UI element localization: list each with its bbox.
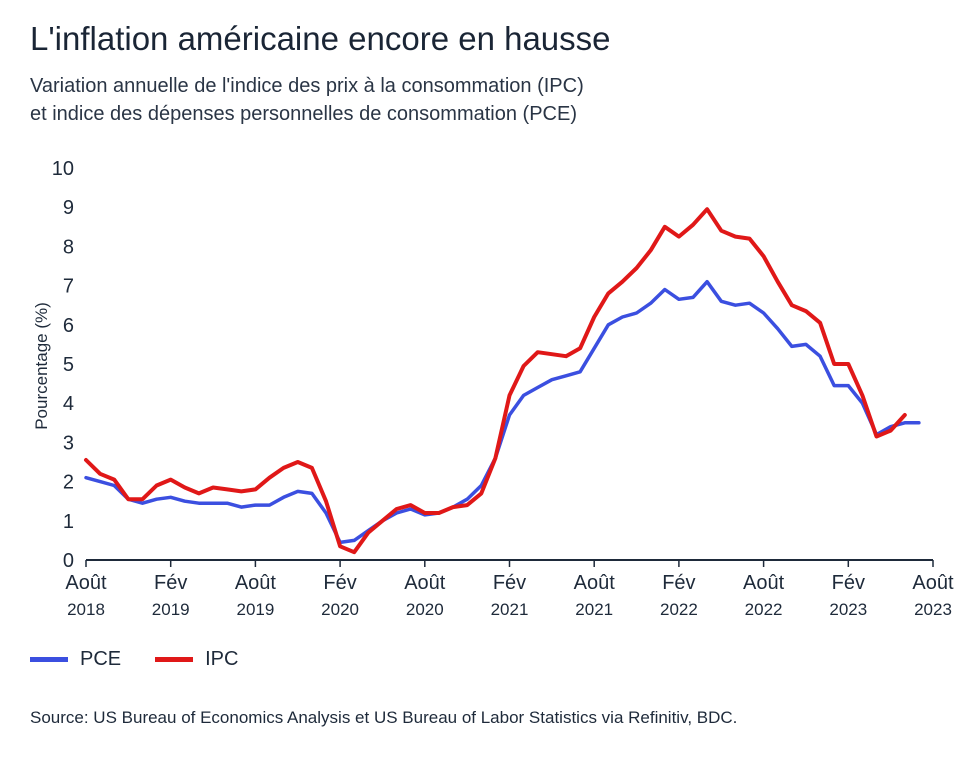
legend-label-ipc: IPC <box>205 648 239 670</box>
x-tick-label-month: Fév <box>832 572 865 594</box>
x-tick-label-year: 2022 <box>660 600 698 619</box>
x-tick-label-year: 2021 <box>491 600 529 619</box>
x-tick-label-year: 2022 <box>745 600 783 619</box>
y-tick-label: 3 <box>63 432 74 454</box>
x-tick-label-year: 2018 <box>67 600 105 619</box>
x-tick-label-month: Août <box>404 572 446 594</box>
x-tick-label-year: 2020 <box>321 600 359 619</box>
x-tick-label-month: Fév <box>154 572 187 594</box>
x-tick-label-month: Fév <box>493 572 526 594</box>
y-tick-label: 6 <box>63 315 74 337</box>
y-tick-label: 4 <box>63 393 74 415</box>
series-line-ipc <box>84 207 907 555</box>
y-tick-label: 5 <box>63 354 74 376</box>
source-note: Source: US Bureau of Economics Analysis … <box>30 708 738 727</box>
legend-label-pce: PCE <box>80 648 122 670</box>
y-tick-label: 2 <box>63 472 74 494</box>
y-tick-label: 0 <box>63 550 74 572</box>
subtitle-line-1: Variation annuelle de l'indice des prix … <box>30 75 584 97</box>
x-tick-label-year: 2019 <box>152 600 190 619</box>
x-tick-label-year: 2019 <box>236 600 274 619</box>
legend-item-ipc: IPC <box>155 648 238 671</box>
legend-swatch-ipc <box>155 657 194 662</box>
chart-title: L'inflation américaine encore en hausse <box>30 20 611 57</box>
x-tick-label-month: Août <box>235 572 277 594</box>
x-tick-label-year: 2023 <box>914 600 952 619</box>
x-tick-label-month: Août <box>912 572 954 594</box>
y-tick-label: 8 <box>63 236 74 258</box>
line-chart: 0 1 2 3 4 5 6 7 8 9 10 Août 2018 Fév 2019 Août 2019 Fév 2… <box>32 158 954 619</box>
x-tick-label-month: Août <box>65 572 107 594</box>
x-tick-label-month: Août <box>743 572 785 594</box>
x-tick-label-year: 2021 <box>575 600 613 619</box>
y-tick-label: 7 <box>63 276 74 298</box>
series-line-pce <box>84 279 921 545</box>
x-tick-label-month: Fév <box>323 572 356 594</box>
x-tick-label-year: 2023 <box>829 600 867 619</box>
y-axis-label: Pourcentage (%) <box>32 302 51 430</box>
x-tick-label-month: Fév <box>662 572 695 594</box>
x-tick-label-month: Août <box>574 572 616 594</box>
legend-item-pce: PCE <box>30 648 121 671</box>
legend: PCE IPC <box>30 648 272 671</box>
series-group <box>84 207 921 555</box>
subtitle-line-2: et indice des dépenses personnelles de c… <box>30 103 577 125</box>
y-tick-label: 1 <box>63 511 74 533</box>
x-axis: Août 2018 Fév 2019 Août 2019 Fév 2020 Août 2020 Fé… <box>65 559 954 619</box>
legend-swatch-pce <box>30 657 68 662</box>
chart-subtitle: Variation annuelle de l'indice des prix … <box>30 72 930 128</box>
x-tick-label-year: 2020 <box>406 600 444 619</box>
y-tick-label: 10 <box>52 158 74 180</box>
y-axis: 0 1 2 3 4 5 6 7 8 9 10 <box>52 158 74 572</box>
y-tick-label: 9 <box>63 197 74 219</box>
